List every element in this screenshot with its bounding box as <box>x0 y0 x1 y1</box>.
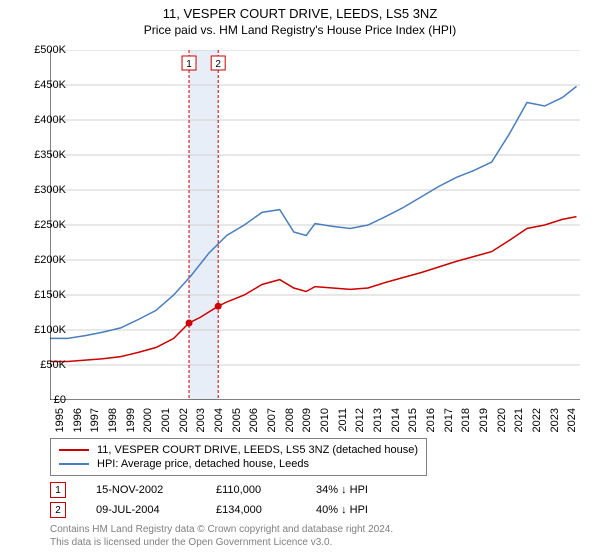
event-price: £134,000 <box>216 504 316 516</box>
x-tick-label: 2001 <box>160 408 172 432</box>
event-marker-box: 2 <box>50 502 66 518</box>
footer-line1: Contains HM Land Registry data © Crown c… <box>50 524 393 537</box>
x-tick-label: 2008 <box>284 408 296 432</box>
legend: 11, VESPER COURT DRIVE, LEEDS, LS5 3NZ (… <box>50 438 427 476</box>
x-tick-label: 1999 <box>125 408 137 432</box>
x-tick-label: 1996 <box>72 408 84 432</box>
x-tick-label: 2017 <box>443 408 455 432</box>
x-tick-label: 2014 <box>390 408 402 432</box>
event-row: 2 09-JUL-2004£134,00040% ↓ HPI <box>50 500 436 520</box>
footer-attribution: Contains HM Land Registry data © Crown c… <box>50 524 393 549</box>
x-tick-label: 2004 <box>213 408 225 432</box>
legend-label: 11, VESPER COURT DRIVE, LEEDS, LS5 3NZ (… <box>97 444 418 456</box>
y-tick-label: £500K <box>34 44 66 56</box>
legend-swatch <box>59 449 89 451</box>
x-tick-label: 2002 <box>178 408 190 432</box>
y-tick-label: £350K <box>34 149 66 161</box>
footer-line2: This data is licensed under the Open Gov… <box>50 537 393 550</box>
event-date: 09-JUL-2004 <box>96 504 216 516</box>
x-tick-label: 2013 <box>372 408 384 432</box>
legend-label: HPI: Average price, detached house, Leed… <box>97 458 309 470</box>
title-block: 11, VESPER COURT DRIVE, LEEDS, LS5 3NZ P… <box>0 0 600 37</box>
x-tick-label: 2016 <box>425 408 437 432</box>
event-pct: 40% ↓ HPI <box>316 504 436 516</box>
svg-text:2: 2 <box>215 59 221 70</box>
y-tick-label: £400K <box>34 114 66 126</box>
x-tick-label: 2003 <box>195 408 207 432</box>
x-tick-label: 1998 <box>107 408 119 432</box>
legend-row: 11, VESPER COURT DRIVE, LEEDS, LS5 3NZ (… <box>59 443 418 457</box>
event-pct: 34% ↓ HPI <box>316 484 436 496</box>
y-tick-label: £100K <box>34 324 66 336</box>
x-tick-label: 2019 <box>478 408 490 432</box>
x-tick-label: 2018 <box>460 408 472 432</box>
x-tick-label: 2024 <box>566 408 578 432</box>
y-tick-label: £0 <box>54 394 66 406</box>
event-date: 15-NOV-2002 <box>96 484 216 496</box>
x-tick-label: 1997 <box>89 408 101 432</box>
event-row: 1 15-NOV-2002£110,00034% ↓ HPI <box>50 480 436 500</box>
y-tick-label: £50K <box>40 359 66 371</box>
x-tick-label: 2010 <box>319 408 331 432</box>
y-tick-label: £250K <box>34 219 66 231</box>
y-tick-label: £150K <box>34 289 66 301</box>
x-tick-label: 2020 <box>496 408 508 432</box>
svg-text:1: 1 <box>186 59 192 70</box>
x-tick-label: 2012 <box>354 408 366 432</box>
x-tick-label: 2021 <box>513 408 525 432</box>
x-tick-label: 2005 <box>231 408 243 432</box>
legend-swatch <box>59 463 89 465</box>
x-tick-label: 2022 <box>531 408 543 432</box>
x-tick-label: 2007 <box>266 408 278 432</box>
x-tick-label: 2015 <box>407 408 419 432</box>
x-tick-label: 2011 <box>337 408 349 432</box>
x-tick-label: 2006 <box>248 408 260 432</box>
plot-svg: 12 <box>50 50 580 400</box>
legend-row: HPI: Average price, detached house, Leed… <box>59 457 418 471</box>
x-tick-label: 2009 <box>301 408 313 432</box>
chart-container: 11, VESPER COURT DRIVE, LEEDS, LS5 3NZ P… <box>0 0 600 560</box>
x-tick-label: 2000 <box>142 408 154 432</box>
x-tick-label: 2023 <box>549 408 561 432</box>
chart-title-line2: Price paid vs. HM Land Registry's House … <box>0 23 600 37</box>
chart-title-line1: 11, VESPER COURT DRIVE, LEEDS, LS5 3NZ <box>0 6 600 21</box>
event-marker-box: 1 <box>50 482 66 498</box>
y-tick-label: £300K <box>34 184 66 196</box>
y-tick-label: £200K <box>34 254 66 266</box>
x-tick-label: 1995 <box>54 408 66 432</box>
events-table: 1 15-NOV-2002£110,00034% ↓ HPI 2 09-JUL-200… <box>50 480 436 520</box>
event-price: £110,000 <box>216 484 316 496</box>
y-tick-label: £450K <box>34 79 66 91</box>
plot-area: 12 <box>50 50 580 400</box>
